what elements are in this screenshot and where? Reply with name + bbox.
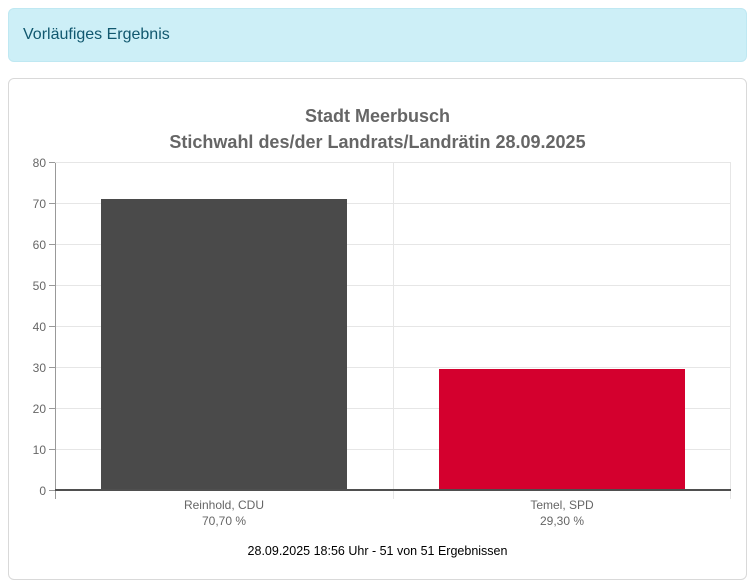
y-axis-label: 10 [32, 443, 46, 457]
y-axis-label: 50 [32, 279, 46, 293]
plot-row: 0 10 20 30 40 50 60 70 80 [9, 156, 746, 499]
chart-card: Stadt Meerbusch Stichwahl des/der Landra… [8, 78, 747, 580]
y-tick [49, 449, 55, 450]
x-gridline [730, 163, 731, 499]
y-axis-label: 80 [32, 156, 46, 170]
y-axis-line [55, 163, 56, 499]
chart-footer: 28.09.2025 18:56 Uhr - 51 von 51 Ergebni… [247, 544, 508, 558]
y-tick [49, 285, 55, 286]
gridline [55, 162, 731, 163]
preliminary-result-banner: Vorläufiges Ergebnis [8, 8, 747, 62]
y-axis-label: 40 [32, 320, 46, 334]
plot-area [49, 162, 731, 499]
y-tick [49, 326, 55, 327]
banner-label: Vorläufiges Ergebnis [23, 26, 170, 43]
x-axis-label: Reinhold, CDU 70,70 % [55, 497, 393, 529]
bar-reinhold-cdu[interactable] [100, 199, 348, 489]
chart-title: Stadt Meerbusch [304, 106, 451, 126]
y-tick [49, 367, 55, 368]
candidate-percentage: 29,30 % [539, 514, 585, 528]
chart: Stadt Meerbusch Stichwahl des/der Landra… [9, 103, 746, 559]
candidate-name: Temel, SPD [530, 498, 594, 512]
y-tick [49, 203, 55, 204]
x-gridline [393, 163, 394, 499]
y-tick [49, 162, 55, 163]
chart-subtitle: Stichwahl des/der Landrats/Landrätin 28.… [169, 132, 586, 152]
y-tick [49, 244, 55, 245]
candidate-percentage: 70,70 % [201, 514, 247, 528]
y-tick [49, 490, 55, 491]
y-axis-label: 70 [32, 197, 46, 211]
y-axis-label: 60 [32, 238, 46, 252]
y-tick [49, 408, 55, 409]
bar-temel-spd[interactable] [438, 368, 686, 489]
x-axis-label: Temel, SPD 29,30 % [393, 497, 731, 529]
x-axis-labels: Reinhold, CDU 70,70 % Temel, SPD 29,30 % [55, 497, 746, 529]
y-axis-label: 30 [32, 361, 46, 375]
y-axis-label: 20 [32, 402, 46, 416]
candidate-name: Reinhold, CDU [183, 498, 265, 512]
y-axis: 0 10 20 30 40 50 60 70 80 [9, 156, 55, 498]
y-axis-label: 0 [39, 484, 46, 498]
x-axis-line [55, 489, 731, 491]
